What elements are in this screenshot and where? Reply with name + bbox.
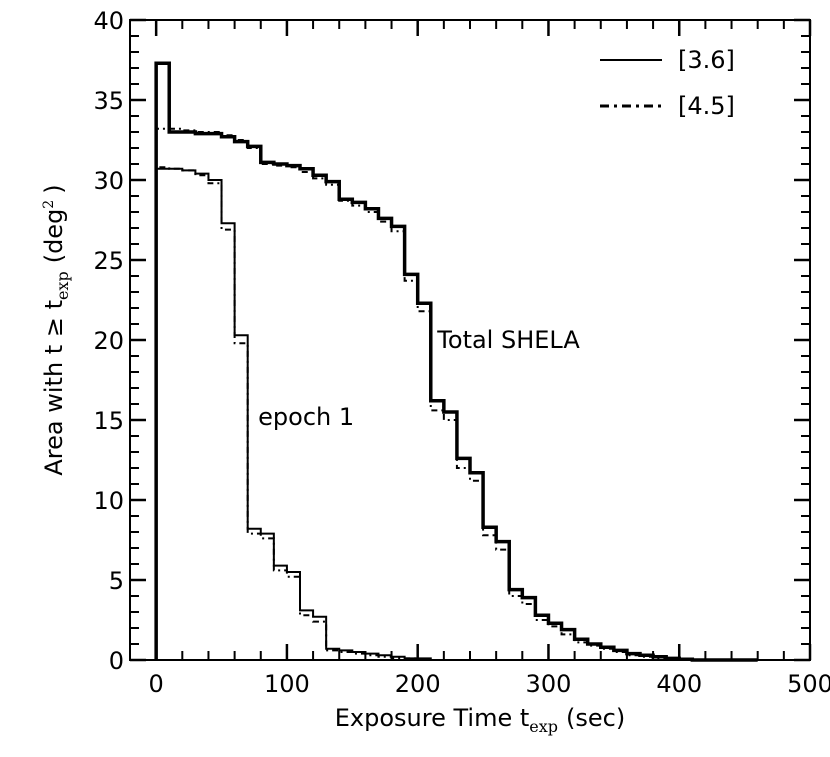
x-tick-label: 200 (395, 670, 441, 698)
legend-label-4-5: [4.5] (678, 92, 735, 120)
y-tick-label: 5 (109, 567, 124, 595)
y-tick-label: 0 (109, 647, 124, 675)
y-tick-label: 15 (93, 407, 124, 435)
series-total-shela-4-5 (155, 127, 758, 661)
y-tick-label: 40 (93, 7, 124, 35)
series-epoch-1-4-5 (155, 166, 484, 661)
annotation-epoch-1: epoch 1 (258, 403, 354, 431)
y-tick-label: 20 (93, 327, 124, 355)
y-tick-label: 10 (93, 487, 124, 515)
x-tick-label: 100 (264, 670, 310, 698)
x-tick-label: 300 (526, 670, 572, 698)
axis-ticks (130, 18, 812, 662)
x-tick-label: 0 (149, 670, 164, 698)
series-total-shela-3-6 (154, 61, 758, 662)
x-tick-label: 400 (656, 670, 702, 698)
x-axis-label: Exposure Time texp (sec) (335, 704, 625, 736)
y-tick-label: 25 (93, 247, 124, 275)
series-group (154, 61, 758, 662)
y-tick-label: 30 (93, 167, 124, 195)
x-tick-label: 500 (787, 670, 830, 698)
legend: [3.6] [4.5] (600, 46, 735, 120)
annotation-total-shela: Total SHELA (436, 326, 580, 354)
tick-labels: 0 100 200 300 400 500 0 5 10 15 20 25 30 35 40 (93, 7, 830, 698)
y-tick-label: 35 (93, 87, 124, 115)
y-axis-label: Area with t ≥ texp(deg2) (40, 184, 72, 475)
plot-frame (129, 19, 811, 661)
legend-label-3-6: [3.6] (678, 46, 735, 74)
